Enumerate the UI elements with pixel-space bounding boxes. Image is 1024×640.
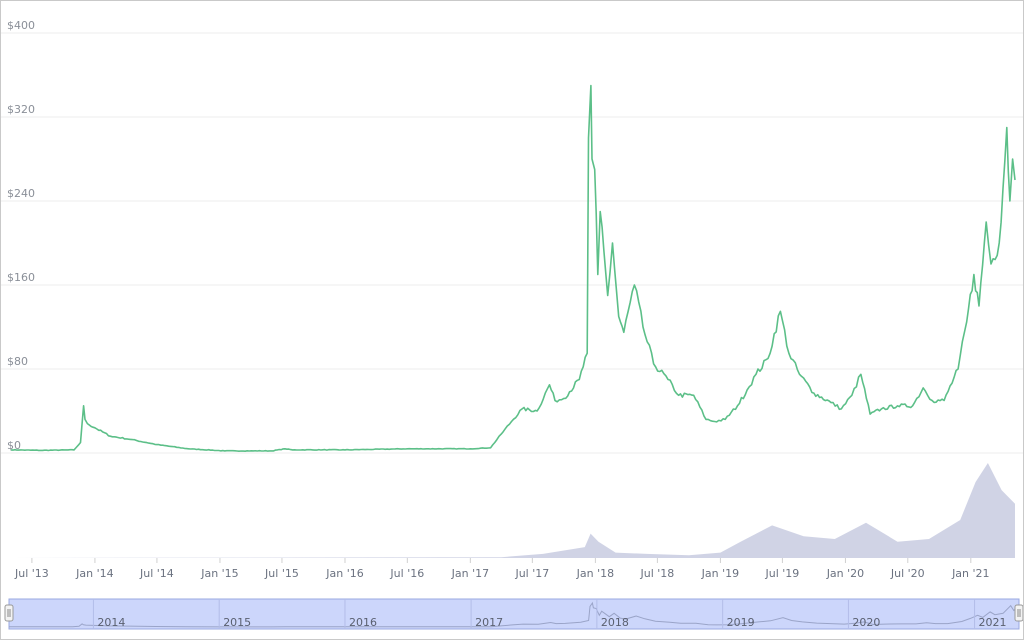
navigator-year-label: 2019 <box>727 616 755 629</box>
navigator-right-handle[interactable] <box>1014 604 1023 622</box>
x-tick-label: Jul '13 <box>14 567 49 580</box>
y-tick-label: $160 <box>7 271 35 284</box>
x-tick-label: Jul '20 <box>890 567 925 580</box>
y-tick-label: $0 <box>7 439 21 452</box>
navigator-left-handle[interactable] <box>4 604 14 622</box>
y-axis: $0 $80 $160 $240 $320 $400 <box>7 19 35 452</box>
x-tick-label: Jan '21 <box>951 567 989 580</box>
x-tick-label: Jul '15 <box>264 567 299 580</box>
x-tick-label: Jan '19 <box>701 567 739 580</box>
navigator-year-label: 2017 <box>475 616 503 629</box>
x-tick-label: Jan '18 <box>576 567 614 580</box>
price-line-layer <box>10 84 1016 452</box>
x-tick-label: Jul '19 <box>765 567 800 580</box>
navigator-year-label: 2021 <box>979 616 1007 629</box>
navigator-year-label: 2018 <box>601 616 629 629</box>
range-navigator[interactable]: 2014 2015 2016 2017 2018 2019 2020 2021 <box>4 598 1023 630</box>
navigator-year-label: 2016 <box>349 616 377 629</box>
x-tick-label: Jul '14 <box>139 567 174 580</box>
x-tick-label: Jul '18 <box>639 567 674 580</box>
x-axis: Jul '13 Jan '14 Jul '14 Jan '15 Jul '15 Jan '… <box>14 558 990 580</box>
x-tick-label: Jan '20 <box>826 567 864 580</box>
price-line <box>10 84 1016 452</box>
y-tick-label: $400 <box>7 19 35 32</box>
x-tick-label: Jan '16 <box>325 567 363 580</box>
navigator-year-label: 2020 <box>852 616 880 629</box>
x-tick-label: Jul '16 <box>389 567 424 580</box>
x-tick-label: Jan '17 <box>451 567 489 580</box>
y-tick-label: $80 <box>7 355 28 368</box>
navigator-series <box>9 601 1020 628</box>
x-tick-label: Jan '14 <box>75 567 113 580</box>
volume-area-layer <box>11 463 1015 558</box>
volume-area <box>11 463 1015 558</box>
x-tick-label: Jul '17 <box>514 567 549 580</box>
x-tick-label: Jan '15 <box>200 567 238 580</box>
gridlines <box>1 32 1023 454</box>
navigator-year-label: 2014 <box>97 616 125 629</box>
y-tick-label: $320 <box>7 103 35 116</box>
y-tick-label: $240 <box>7 187 35 200</box>
navigator-year-label: 2015 <box>223 616 251 629</box>
